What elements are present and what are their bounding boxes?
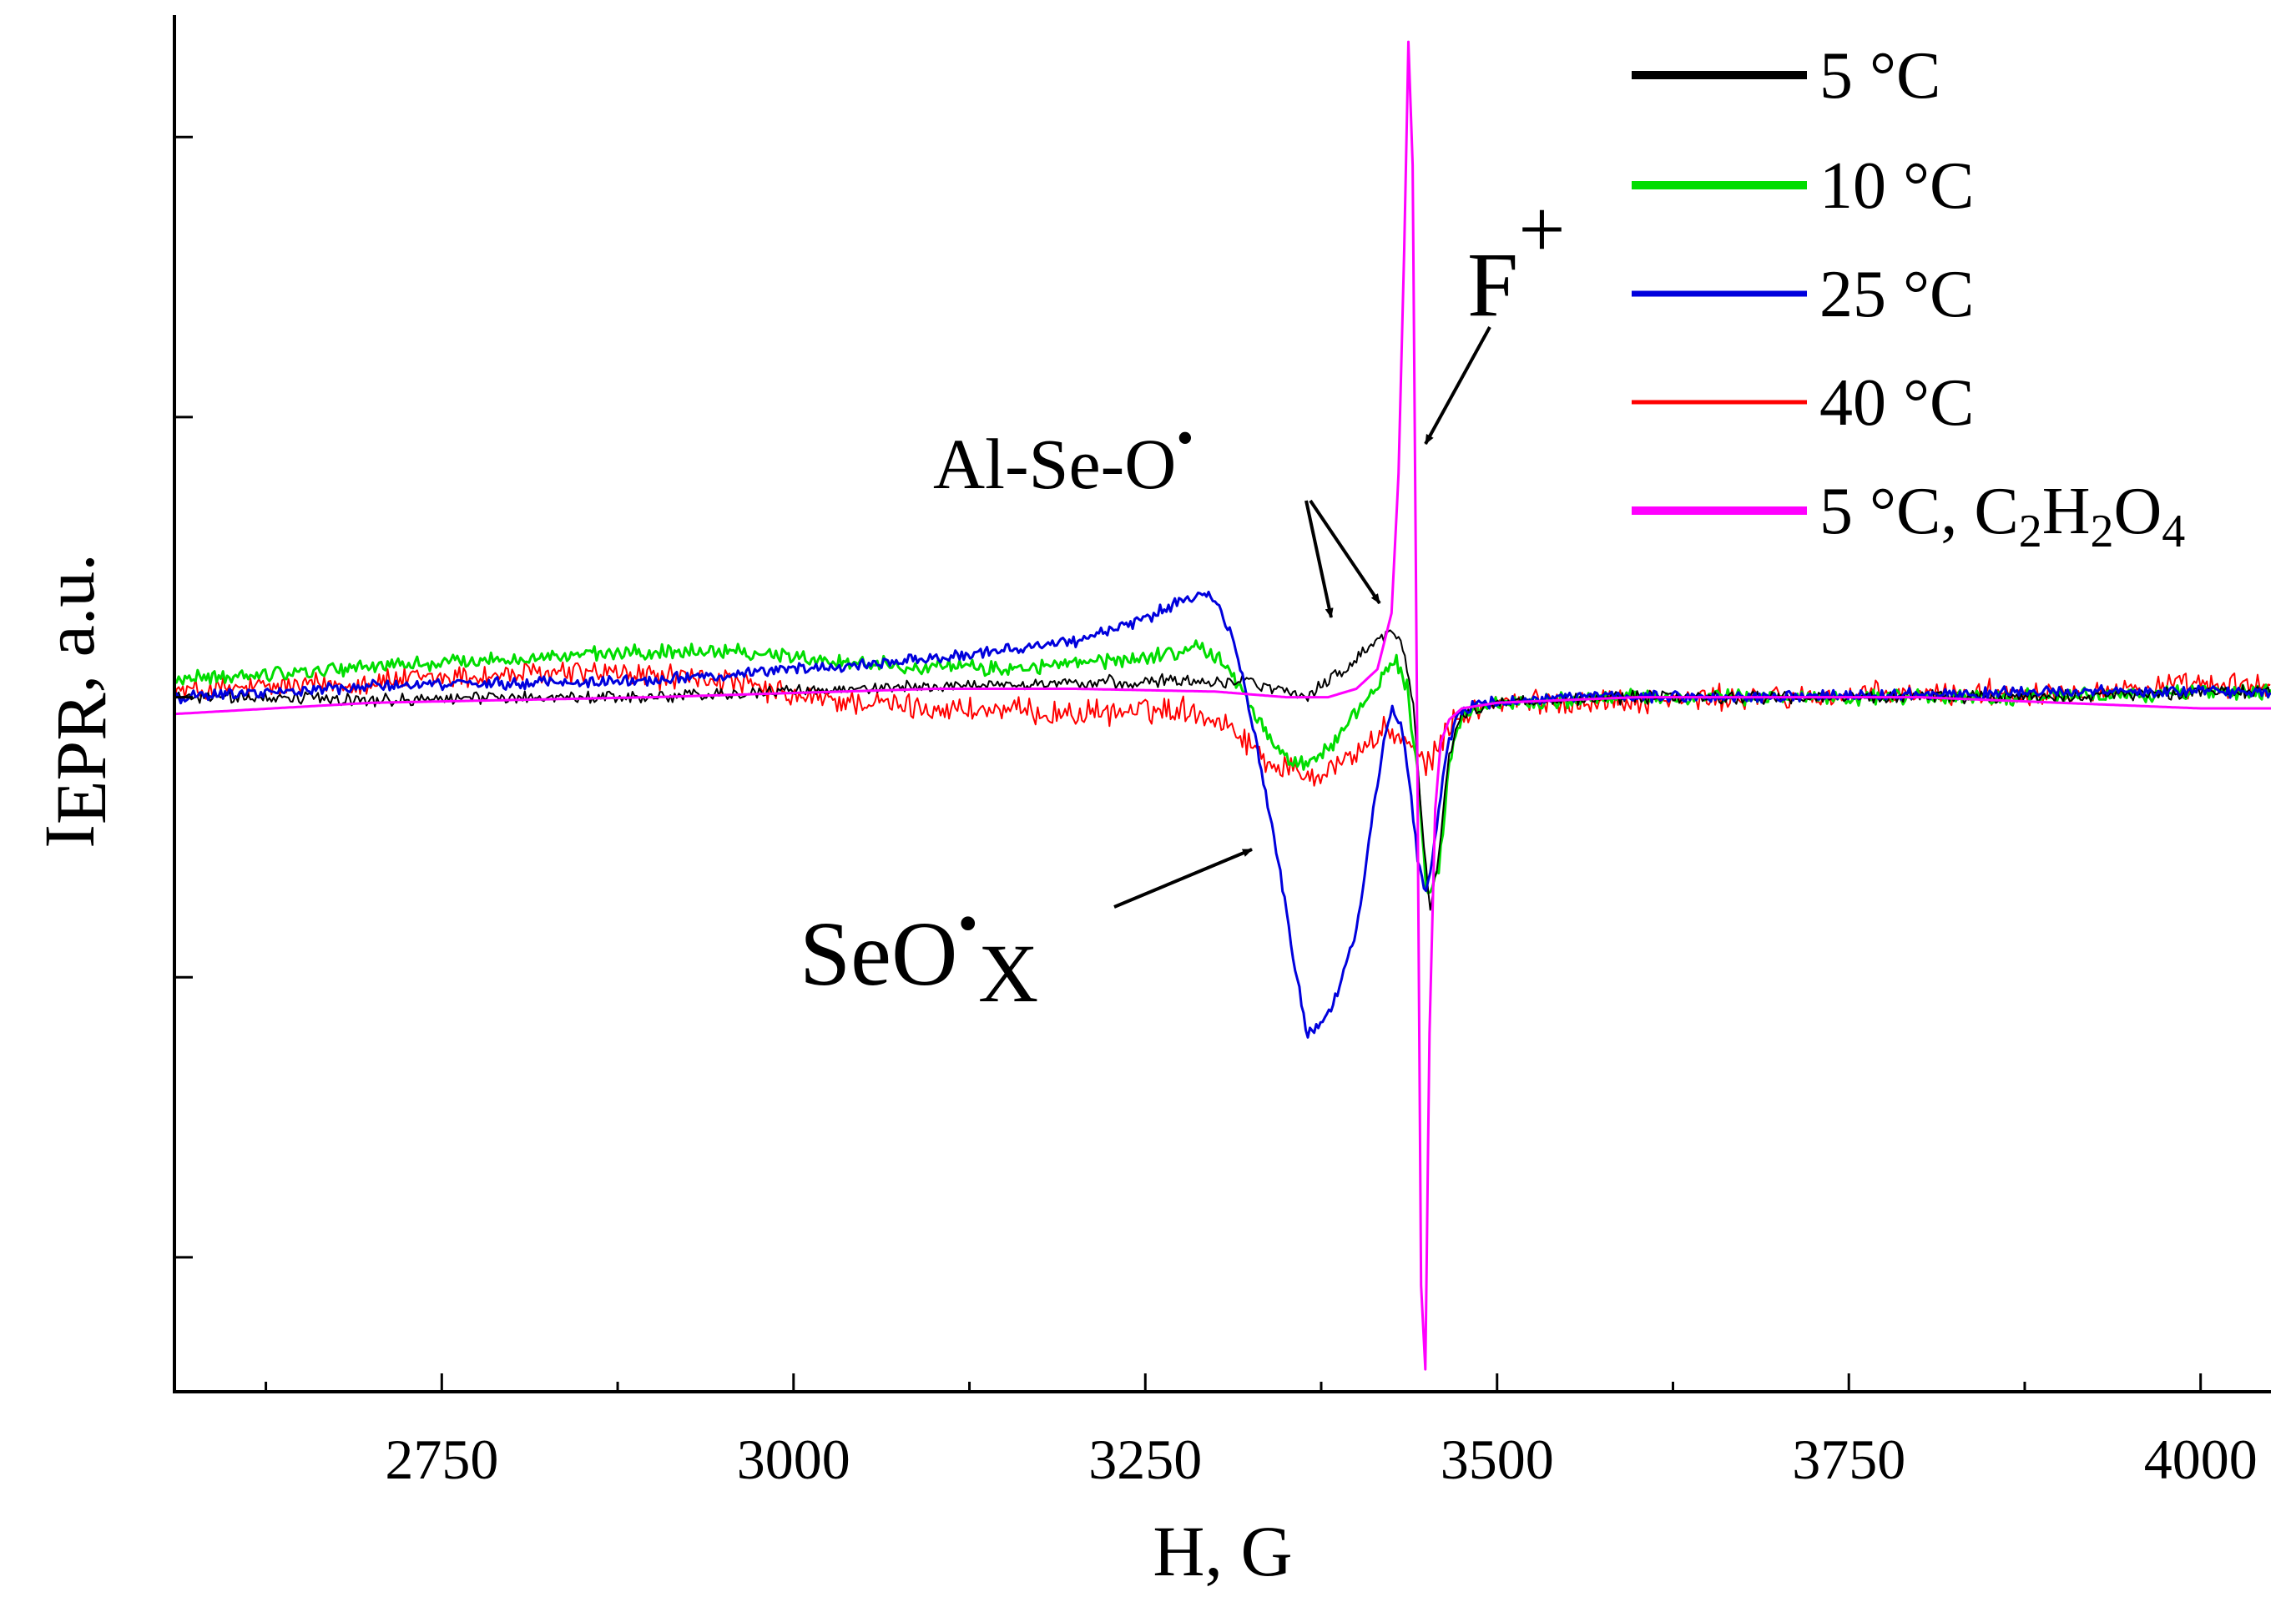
x-tick-label: 3000 xyxy=(737,1428,850,1491)
legend-label-10c: 10 °C xyxy=(1819,149,1974,223)
annotation-al-se-o: Al-Se-O• xyxy=(933,411,1381,618)
annotation-seox: SeO•X xyxy=(800,848,1253,1020)
legend-sub-2: 2 xyxy=(2091,506,2114,557)
x-tick-label: 3250 xyxy=(1088,1428,1202,1491)
legend-entry-40c: 40 °C xyxy=(1632,366,1974,440)
x-axis-label: H, G xyxy=(1153,1511,1292,1591)
legend: 5 °C 10 °C 25 °C 40 °C 5 °C, C2H2O4 xyxy=(1632,39,2185,557)
legend-sub-1: 2 xyxy=(2019,506,2042,557)
legend-label-40c: 40 °C xyxy=(1819,366,1974,440)
series-layer xyxy=(174,40,2271,1371)
annotation-seox-sup: • xyxy=(957,892,978,956)
x-tick-label: 4000 xyxy=(2144,1428,2258,1491)
x-tick-label: 3500 xyxy=(1441,1428,1554,1491)
y-axis-label-rest: , a.u. xyxy=(29,553,109,693)
annotation-f-plus: F+ xyxy=(1424,183,1566,445)
legend-mid-1: H xyxy=(2042,475,2091,548)
annotation-arrow-seox xyxy=(1113,848,1253,909)
legend-label-25c: 25 °C xyxy=(1819,258,1974,331)
legend-label-5c-oxalic: 5 °C, C2H2O4 xyxy=(1819,475,2185,557)
legend-label-5c-oxalic-main: 5 °C, C xyxy=(1819,475,2019,548)
annotation-arrow-f-plus xyxy=(1424,326,1491,445)
x-tick-label: 3750 xyxy=(1792,1428,1905,1491)
legend-entry-5c-oxalic: 5 °C, C2H2O4 xyxy=(1632,475,2185,557)
y-axis-label: IEPR, a.u. xyxy=(29,553,121,849)
annotation-al-se-o-text: Al-Se-O xyxy=(933,424,1176,504)
legend-label-5c: 5 °C xyxy=(1819,39,1940,113)
annotation-al-se-o-sup: • xyxy=(1176,411,1193,466)
annotation-f-plus-label: F+ xyxy=(1467,183,1566,335)
legend-entry-25c: 25 °C xyxy=(1632,258,1974,331)
legend-mid-2: O xyxy=(2114,475,2162,548)
legend-entry-5c: 5 °C xyxy=(1632,39,1940,113)
annotation-f-plus-sup: + xyxy=(1518,183,1565,275)
annotation-seox-label: SeO•X xyxy=(800,892,1038,1020)
series-line-0 xyxy=(174,629,2271,911)
x-tick-label: 2750 xyxy=(385,1428,498,1491)
y-axis-label-sub: EPR xyxy=(41,693,121,824)
annotation-seox-sub: X xyxy=(978,927,1038,1020)
series-line-2 xyxy=(174,590,2271,1039)
series-line-4 xyxy=(174,40,2271,1371)
annotation-f-plus-text: F xyxy=(1467,234,1518,335)
annotation-arrow-al-se-o-1 xyxy=(1304,500,1334,618)
y-axis-label-main: I xyxy=(29,824,109,849)
legend-entry-10c: 10 °C xyxy=(1632,149,1974,223)
annotation-seox-text: SeO xyxy=(800,903,957,1005)
axes xyxy=(173,15,2271,1393)
legend-sub-3: 4 xyxy=(2162,506,2185,557)
annotation-al-se-o-label: Al-Se-O• xyxy=(933,411,1193,504)
x-ticks: 2750 3000 3250 3500 3750 4000 xyxy=(265,1373,2258,1491)
annotation-arrow-al-se-o-2 xyxy=(1309,499,1381,605)
y-ticks xyxy=(174,135,193,1259)
